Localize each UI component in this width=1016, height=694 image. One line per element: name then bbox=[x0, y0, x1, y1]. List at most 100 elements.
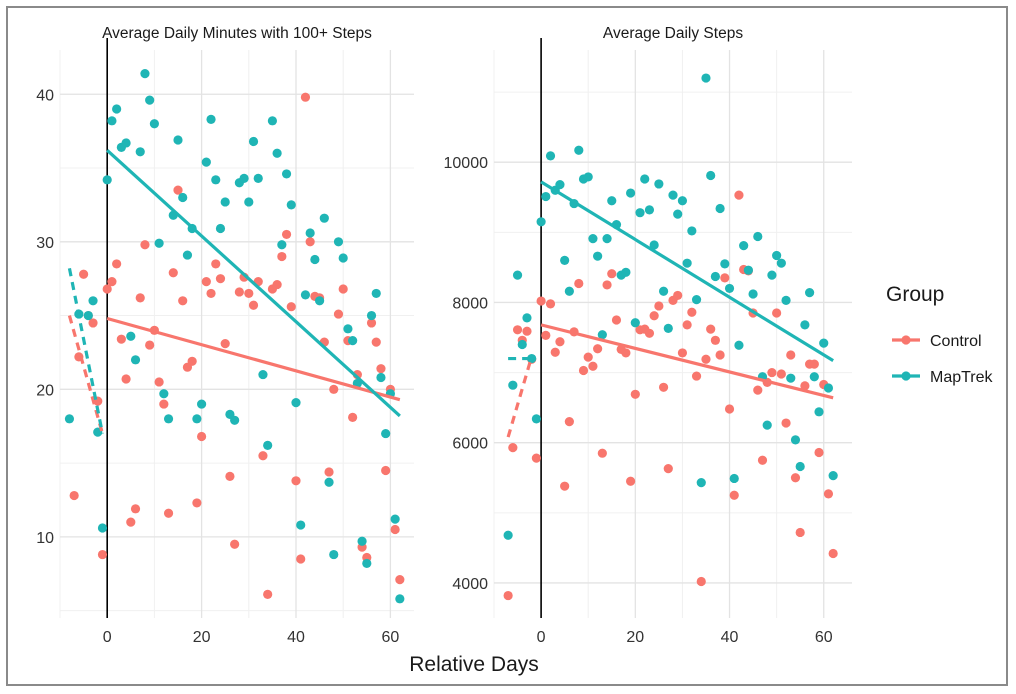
panel-steps: Average Daily Steps 0 20 40 60 4000 6000 8000 10… bbox=[444, 25, 852, 646]
data-point-maptrek bbox=[64, 414, 75, 424]
data-point-control bbox=[286, 302, 296, 312]
data-point-control bbox=[366, 318, 377, 328]
data-point-maptrek bbox=[319, 213, 329, 223]
data-point-maptrek bbox=[555, 180, 565, 190]
data-point-maptrek bbox=[786, 373, 796, 383]
data-point-maptrek bbox=[630, 318, 640, 328]
panel-title: Average Daily Steps bbox=[603, 25, 743, 42]
data-point-control bbox=[593, 344, 603, 354]
data-point-maptrek bbox=[564, 286, 574, 296]
legend: Group Control MapTrek bbox=[886, 283, 994, 386]
legend-key-point bbox=[901, 335, 911, 345]
data-point-control bbox=[531, 453, 541, 463]
data-point-control bbox=[163, 508, 174, 518]
data-point-maptrek bbox=[281, 169, 292, 179]
data-point-maptrek bbox=[682, 258, 692, 268]
data-point-maptrek bbox=[715, 203, 725, 214]
data-point-control bbox=[800, 381, 810, 391]
data-point-maptrek bbox=[668, 190, 678, 200]
data-point-maptrek bbox=[376, 372, 386, 383]
data-point-control bbox=[248, 300, 259, 310]
data-point-control bbox=[781, 418, 791, 428]
data-point-control bbox=[512, 325, 523, 335]
data-point-control bbox=[658, 382, 669, 392]
data-point-control bbox=[258, 451, 268, 461]
data-point-control bbox=[602, 280, 612, 290]
data-point-control bbox=[522, 326, 532, 336]
x-tick-label: 0 bbox=[103, 629, 112, 646]
data-point-maptrek bbox=[362, 558, 372, 569]
data-point-maptrek bbox=[83, 310, 93, 321]
data-point-maptrek bbox=[819, 338, 829, 348]
data-point-control bbox=[338, 284, 348, 294]
data-point-control bbox=[757, 455, 768, 465]
y-tick-label: 4000 bbox=[452, 576, 488, 593]
data-point-control bbox=[828, 548, 838, 559]
data-point-maptrek bbox=[626, 188, 636, 198]
data-point-maptrek bbox=[508, 380, 518, 390]
data-point-control bbox=[701, 354, 711, 364]
data-point-control bbox=[677, 348, 688, 358]
data-point-maptrek bbox=[607, 196, 617, 206]
data-point-maptrek bbox=[178, 192, 188, 203]
data-point-maptrek bbox=[102, 175, 112, 185]
data-point-control bbox=[682, 320, 692, 330]
legend-item-maptrek: MapTrek bbox=[892, 369, 994, 386]
data-point-control bbox=[324, 467, 334, 477]
data-point-control bbox=[107, 277, 117, 287]
data-point-control bbox=[348, 412, 358, 422]
data-point-control bbox=[272, 279, 282, 290]
data-point-control bbox=[140, 240, 150, 250]
data-point-control bbox=[215, 274, 226, 284]
data-point-control bbox=[211, 259, 221, 269]
y-tick-label: 30 bbox=[36, 235, 54, 252]
data-point-maptrek bbox=[640, 174, 650, 184]
x-tick-label: 0 bbox=[537, 629, 546, 646]
data-point-control bbox=[753, 385, 763, 395]
data-point-control bbox=[790, 473, 801, 483]
data-point-control bbox=[116, 334, 126, 344]
y-tick-label: 6000 bbox=[452, 436, 488, 453]
data-point-maptrek bbox=[263, 440, 273, 450]
data-point-control bbox=[234, 287, 244, 297]
data-point-control bbox=[225, 471, 235, 481]
data-point-control bbox=[583, 352, 593, 362]
data-point-control bbox=[597, 448, 607, 458]
data-point-control bbox=[649, 311, 659, 321]
data-point-control bbox=[88, 318, 98, 328]
data-point-maptrek bbox=[248, 136, 259, 147]
trend-line-maptrek-dashed bbox=[67, 268, 105, 434]
data-point-maptrek bbox=[536, 217, 546, 227]
data-point-control bbox=[197, 431, 207, 442]
data-point-control bbox=[296, 554, 306, 564]
data-point-maptrek bbox=[253, 173, 263, 183]
data-point-maptrek bbox=[192, 414, 202, 424]
data-point-maptrek bbox=[588, 234, 598, 244]
data-point-maptrek bbox=[267, 116, 277, 126]
data-point-maptrek bbox=[343, 324, 353, 334]
data-point-control bbox=[776, 369, 786, 379]
data-point-maptrek bbox=[805, 288, 815, 298]
data-point-control bbox=[724, 404, 735, 414]
data-point-control bbox=[178, 296, 188, 306]
data-point-control bbox=[710, 335, 720, 345]
data-point-maptrek bbox=[366, 310, 377, 321]
data-point-maptrek bbox=[734, 340, 744, 350]
data-point-control bbox=[192, 498, 202, 508]
data-point-control bbox=[663, 464, 673, 474]
data-point-maptrek bbox=[644, 205, 655, 215]
data-point-maptrek bbox=[258, 369, 268, 380]
data-point-maptrek bbox=[310, 254, 320, 265]
data-point-maptrek bbox=[795, 461, 805, 472]
data-point-control bbox=[706, 324, 716, 334]
data-point-control bbox=[300, 92, 311, 102]
data-point-maptrek bbox=[272, 148, 282, 158]
data-point-maptrek bbox=[338, 253, 348, 263]
trend-line-control-solid bbox=[106, 316, 401, 402]
data-point-maptrek bbox=[197, 399, 207, 409]
data-point-maptrek bbox=[88, 296, 98, 306]
data-point-control bbox=[168, 268, 178, 278]
data-point-maptrek bbox=[649, 240, 659, 250]
data-point-maptrek bbox=[772, 250, 782, 261]
data-point-control bbox=[79, 269, 89, 279]
